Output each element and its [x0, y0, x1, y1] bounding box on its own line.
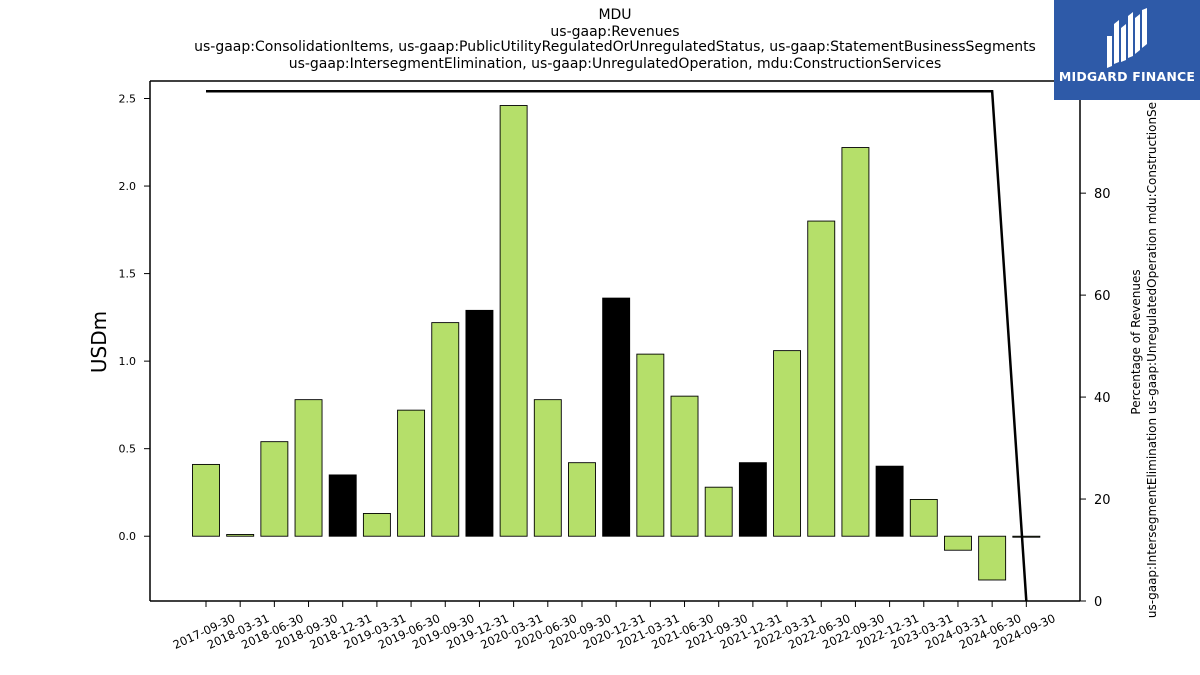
y-right-tick-label: 40 [1094, 391, 1111, 406]
chart-members: us-gaap:IntersegmentElimination, us-gaap… [288, 56, 942, 72]
chart-title: MDU [598, 7, 632, 23]
midgard-logo-icon [1107, 8, 1147, 68]
y-tick-label: 2.0 [119, 180, 137, 193]
bar [328, 474, 357, 537]
bar [533, 399, 562, 537]
bar [397, 409, 426, 537]
y-axis-label: USDm [87, 311, 111, 373]
y-tick-label: 0.0 [119, 530, 137, 543]
bar [670, 395, 699, 537]
chart-subtitle: us-gaap:Revenues [550, 24, 680, 40]
y-right-tick-label: 0 [1094, 595, 1102, 610]
bar [944, 535, 972, 551]
bar [875, 465, 904, 537]
midgard-finance-logo: MIDGARD FINANCE [1054, 0, 1200, 100]
bar [978, 535, 1007, 581]
percentage-line [206, 89, 1028, 602]
y-right-tick-label: 60 [1094, 289, 1111, 304]
bar [499, 105, 528, 537]
logo-text: MIDGARD FINANCE [1058, 69, 1196, 84]
bar [602, 297, 631, 537]
y-tick-label: 0.5 [119, 443, 137, 456]
bar [226, 534, 255, 537]
bar [568, 462, 596, 537]
chart-dimensions: us-gaap:ConsolidationItems, us-gaap:Publ… [194, 39, 1036, 55]
bar [704, 486, 733, 537]
bar [807, 220, 836, 537]
bar [636, 353, 665, 537]
y-tick-label: 1.5 [119, 268, 137, 281]
bar [1012, 535, 1041, 538]
y-tick-label: 1.0 [119, 355, 137, 368]
bar [465, 309, 494, 537]
bar [192, 463, 220, 537]
y-right-tick-label: 80 [1094, 187, 1111, 202]
bar [260, 441, 289, 537]
y-right-axis-label-line2: us-gaap:IntersegmentElimination us-gaap:… [1145, 102, 1159, 618]
y-right-axis-label: Percentage of Revenues [1129, 269, 1143, 414]
y-tick-label: 2.5 [119, 93, 137, 106]
bar [738, 462, 767, 537]
bar [362, 513, 391, 537]
bar [841, 147, 870, 537]
bar [773, 350, 802, 537]
y-right-tick-label: 20 [1094, 493, 1111, 508]
bar [909, 499, 938, 537]
bar [431, 322, 460, 537]
bar [294, 399, 323, 537]
